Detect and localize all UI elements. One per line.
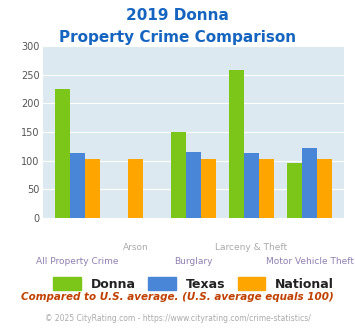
Bar (70, 153, 85, 218)
Bar (201, 159, 216, 218)
Text: All Property Crime: All Property Crime (36, 257, 119, 266)
Bar (171, 132, 186, 218)
Text: Property Crime Comparison: Property Crime Comparison (59, 30, 296, 45)
Bar (317, 159, 332, 218)
Bar (229, 70, 244, 218)
Bar (302, 148, 317, 218)
Bar (244, 153, 259, 218)
Text: Arson: Arson (122, 243, 148, 252)
Text: Motor Vehicle Theft: Motor Vehicle Theft (266, 257, 354, 266)
Bar (287, 163, 302, 218)
Bar (186, 152, 201, 218)
Bar (55, 89, 70, 218)
Bar (128, 159, 143, 218)
Text: © 2025 CityRating.com - https://www.cityrating.com/crime-statistics/: © 2025 CityRating.com - https://www.city… (45, 314, 310, 323)
Text: Burglary: Burglary (174, 257, 213, 266)
Text: Compared to U.S. average. (U.S. average equals 100): Compared to U.S. average. (U.S. average … (21, 292, 334, 302)
Bar (85, 159, 100, 218)
Bar (259, 159, 274, 218)
Legend: Donna, Texas, National: Donna, Texas, National (48, 272, 339, 296)
Text: Larceny & Theft: Larceny & Theft (215, 243, 288, 252)
Text: 2019 Donna: 2019 Donna (126, 8, 229, 23)
